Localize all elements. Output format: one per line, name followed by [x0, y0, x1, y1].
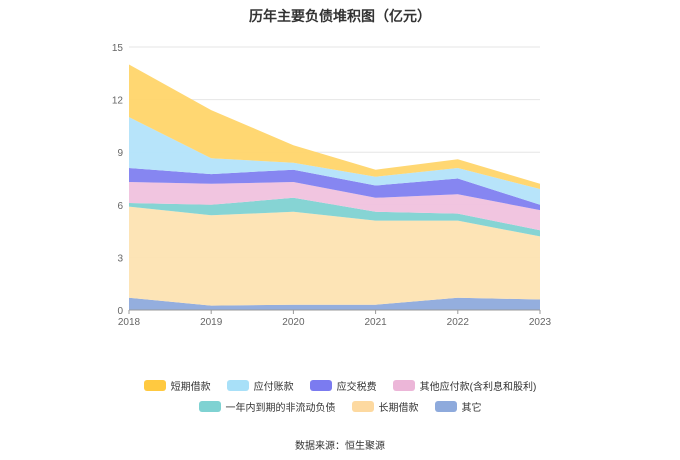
stacked-area-chart: 0 3 6 9 12 15 2018 2019 2020 2021 2022 2023 [112, 43, 552, 328]
legend-swatch [143, 380, 166, 391]
area-series-2 [129, 197, 540, 237]
legend-swatch [198, 401, 221, 412]
area-series-6 [129, 64, 540, 189]
legend-label: 应交税费 [336, 382, 377, 393]
legend-item[interactable]: 短期借款 [143, 378, 211, 393]
legend-item[interactable]: 其它 [434, 399, 482, 414]
legend: 短期借款 应付账款 应交税费 其他应付款(含利息和股利) 一年内到期的非流动负债 长期借… [0, 378, 680, 420]
legend-item[interactable]: 其他应付款(含利息和股利) [392, 378, 537, 393]
legend-label: 长期借款 [378, 403, 419, 414]
y-tick-label: 9 [117, 148, 123, 159]
legend-label: 其他应付款(含利息和股利) [419, 382, 537, 393]
x-tick-label: 2022 [447, 317, 470, 328]
area-series-4 [129, 168, 540, 211]
legend-row-1: 短期借款 应付账款 应交税费 其他应付款(含利息和股利) [0, 378, 680, 393]
y-tick-label: 15 [112, 43, 124, 54]
legend-label: 短期借款 [170, 382, 211, 393]
legend-swatch [309, 380, 332, 391]
y-tick-label: 6 [117, 201, 123, 212]
area-series-1 [129, 206, 540, 306]
x-tick-label: 2020 [282, 317, 305, 328]
legend-item[interactable]: 应付账款 [226, 378, 294, 393]
legend-item[interactable]: 一年内到期的非流动负债 [198, 399, 336, 414]
legend-swatch [226, 380, 249, 391]
chart-title: 历年主要负债堆积图（亿元） [249, 8, 431, 24]
legend-label: 应付账款 [253, 382, 294, 393]
x-tick-label: 2023 [529, 317, 552, 328]
legend-label: 一年内到期的非流动负债 [225, 403, 336, 414]
data-source: 数据来源：恒生聚源 [295, 441, 385, 452]
y-tick-label: 3 [117, 253, 123, 264]
legend-swatch [434, 401, 457, 412]
area-series-3 [129, 182, 540, 231]
legend-label: 其它 [461, 403, 482, 414]
legend-swatch [392, 380, 415, 391]
legend-item[interactable]: 长期借款 [351, 399, 419, 414]
y-tick-label: 12 [112, 96, 124, 107]
x-tick-label: 2019 [200, 317, 223, 328]
legend-swatch [351, 401, 374, 412]
legend-row-2: 一年内到期的非流动负债 长期借款 其它 [0, 399, 680, 414]
x-tick-label: 2018 [118, 317, 141, 328]
y-tick-label: 0 [117, 306, 123, 317]
x-tick-label: 2021 [364, 317, 387, 328]
legend-item[interactable]: 应交税费 [309, 378, 377, 393]
area-series-0 [129, 297, 540, 310]
area-series-5 [129, 117, 540, 205]
